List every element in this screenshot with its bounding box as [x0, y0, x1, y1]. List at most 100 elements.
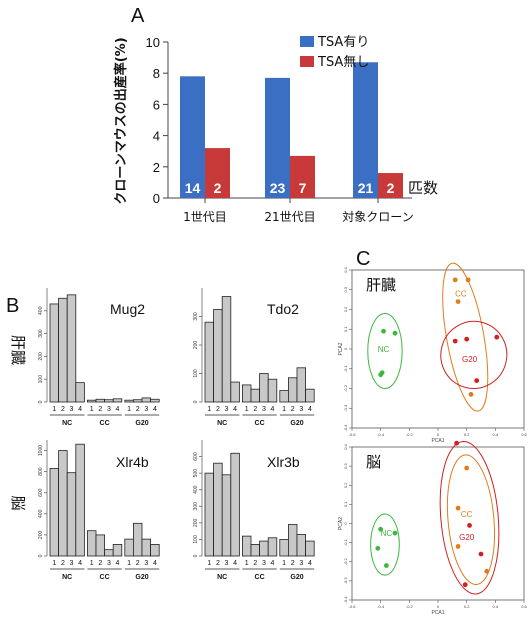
- chart-a-category-label: 21世代目: [264, 210, 315, 224]
- chart-b-bar-tick: 1: [282, 406, 286, 413]
- chart-b-bar-tick: 4: [153, 406, 157, 413]
- chart-b-bar-tick: 3: [262, 406, 266, 413]
- chart-b-bar: [66, 472, 77, 557]
- chart-b-bar: [58, 450, 68, 557]
- chart-b-bar-tick: 4: [78, 560, 82, 567]
- chart-b-bar: [112, 398, 123, 403]
- chart-c-point-nc: [378, 526, 384, 532]
- chart-c-ytick-label: 0.4: [343, 443, 348, 449]
- chart-b-bar: [66, 294, 77, 403]
- chart-a-count: 23: [270, 180, 286, 196]
- row-label-liver-b: 肝臓: [9, 335, 27, 365]
- chart-c-ellipse-g20: [439, 441, 500, 595]
- chart-b-ytick-label: 300: [193, 312, 199, 321]
- chart-b-bar: [287, 377, 298, 403]
- chart-b-bar: [124, 399, 134, 403]
- chart-c-point-g20: [452, 338, 458, 344]
- chart-b-bar: [250, 544, 261, 557]
- chart-c-point-cc: [452, 277, 458, 283]
- chart-c-point-cc: [484, 568, 490, 574]
- chart-c-point-g20: [467, 523, 472, 528]
- chart-a-ytick-label: 8: [153, 66, 160, 81]
- chart-a-bar: [265, 77, 290, 198]
- chart-b-bar-tick: 4: [233, 560, 237, 567]
- chart-b-bar: [58, 297, 68, 403]
- chart-b-ytick-label: 600: [193, 452, 199, 461]
- chart-c-region-label: 肝臓: [366, 276, 396, 294]
- chart-b-ytick-label: 200: [193, 341, 199, 350]
- chart-c-xtick-label: 0.2: [464, 604, 470, 609]
- chart-b-gene-label: Xlr3b: [267, 454, 300, 470]
- chart-a-ytick-label: 6: [153, 97, 160, 112]
- chart-b-bar-tick: 1: [207, 560, 211, 567]
- chart-a-count-label: 匹数: [408, 179, 438, 197]
- chart-b-ytick-label: 100: [38, 375, 44, 384]
- chart-b-bar-tick: 3: [107, 406, 111, 413]
- chart-c-ytick-label: 0.3: [343, 463, 348, 469]
- chart-b-bar-tick: 1: [127, 560, 131, 567]
- chart-c-group-label: NC: [378, 345, 390, 354]
- chart-b-group-label: G20: [290, 420, 303, 427]
- chart-b-bar-tick: 1: [52, 560, 56, 567]
- chart-c-xtick-label: -0.6: [349, 604, 357, 609]
- chart-c-point-g20: [478, 551, 484, 557]
- chart-c-frame: [351, 446, 525, 601]
- chart-c-xtick-label: 0.6: [521, 604, 527, 609]
- chart-a-count: 7: [299, 180, 307, 196]
- chart-c-group-label: CC: [455, 290, 467, 299]
- chart-b-bar-tick: 2: [216, 560, 220, 567]
- chart-a-yaxis: 0 2 4 6 8 10: [146, 35, 169, 206]
- chart-c-ytick-label: 0.2: [343, 482, 348, 488]
- chart-a-ylabel: クローンマウスの出産率(%): [113, 37, 129, 204]
- chart-b-bar: [259, 373, 269, 403]
- chart-b-bar-tick: 3: [144, 560, 148, 567]
- chart-c-ytick-label: 0.3: [343, 286, 348, 292]
- legend-label-tsa-yes: TSA有り: [317, 35, 369, 50]
- chart-b-ytick-label: 100: [193, 535, 199, 544]
- chart-b-ytick-label: 0: [38, 554, 44, 557]
- chart-c-point-g20: [494, 334, 500, 340]
- chart-b-ytick-label: 0: [193, 400, 199, 403]
- chart-b-bar-tick: 4: [78, 406, 82, 413]
- chart-b-bar: [305, 388, 315, 403]
- chart-c-ellipse-g20: [440, 320, 508, 389]
- chart-c-point-nc: [379, 370, 385, 376]
- chart-b-bar-tick: 2: [61, 406, 65, 413]
- legend-swatch-tsa-yes: [300, 36, 314, 47]
- chart-b-bar: [104, 399, 114, 403]
- chart-a-bar: [205, 148, 230, 198]
- chart-a-count: 21: [358, 180, 374, 196]
- chart-c-region-label: 脳: [366, 453, 381, 471]
- chart-c-ytick-label: 0.1: [343, 326, 348, 332]
- legend-swatch-tsa-no: [300, 56, 314, 67]
- chart-c-ytick-label: -0.1: [343, 365, 348, 373]
- chart-b-bar-tick: 3: [225, 560, 229, 567]
- chart-b-bar-tick: 2: [291, 406, 295, 413]
- chart-b-bar-tick: 4: [308, 560, 312, 567]
- chart-c-frame: [351, 269, 525, 429]
- chart-a-ytick-label: 2: [153, 160, 160, 175]
- chart-b-bar: [95, 398, 106, 403]
- chart-b-ytick-label: 200: [193, 518, 199, 527]
- chart-b-bar-tick: 2: [136, 560, 140, 567]
- chart-c-point-nc: [392, 330, 398, 336]
- chart-b-bar-tick: 4: [233, 406, 237, 413]
- chart-b-ytick-label: 500: [193, 469, 199, 478]
- chart-c-ellipse-nc: [370, 513, 400, 576]
- chart-b-bar-tick: 3: [70, 560, 74, 567]
- chart-b-bar: [75, 443, 85, 557]
- chart-a-categories: 1世代目 21世代目 対象クローン: [183, 198, 414, 224]
- chart-b-bar: [279, 539, 289, 557]
- chart-c-ytick-label: 0: [343, 347, 348, 350]
- chart-b-bar: [150, 544, 160, 557]
- chart-c-point-nc: [375, 545, 381, 551]
- chart-c-point-cc: [455, 544, 461, 549]
- chart-b-bar-tick: 2: [253, 560, 257, 567]
- chart-b-bar-tick: 2: [216, 406, 220, 413]
- chart-c-group-label: NC: [381, 529, 393, 538]
- chart-c-xtick-label: 0.2: [464, 432, 470, 437]
- chart-a-count: 2: [387, 180, 395, 196]
- chart-a-ytick-label: 0: [153, 191, 160, 206]
